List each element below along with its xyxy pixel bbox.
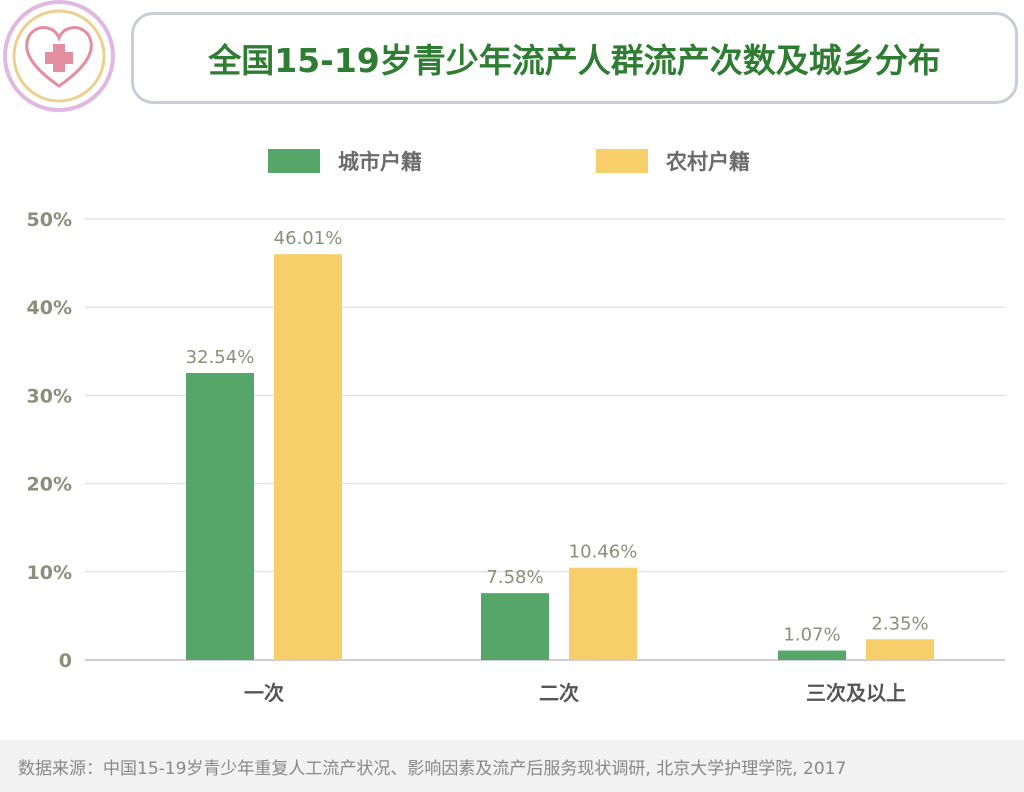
- bar-rural: [569, 567, 637, 660]
- x-tick-label: 三次及以上: [806, 681, 906, 705]
- bar-rural: [274, 254, 342, 660]
- bar-urban: [778, 650, 846, 660]
- source-text: 数据来源：中国15-19岁青少年重复人工流产状况、影响因素及流产后服务现状调研,…: [18, 759, 847, 779]
- y-tick-label: 30%: [27, 385, 72, 407]
- legend-item-rural: 农村户籍: [596, 146, 750, 176]
- bar-rural: [866, 639, 934, 660]
- legend-swatch-rural: [596, 149, 648, 173]
- legend-swatch-urban: [268, 149, 320, 173]
- title-box: 全国15-19岁青少年流产人群流产次数及城乡分布: [131, 12, 1018, 104]
- legend-label-urban: 城市户籍: [338, 150, 422, 174]
- data-label: 7.58%: [486, 567, 543, 588]
- bar-urban: [186, 372, 254, 660]
- data-label: 10.46%: [569, 542, 638, 563]
- data-label: 46.01%: [274, 228, 343, 249]
- y-tick-label: 10%: [27, 562, 72, 584]
- page-title: 全国15-19岁青少年流产人群流产次数及城乡分布: [208, 41, 941, 80]
- bar-chart: 0 10% 20% 30% 40% 50% 32.54% 46.01% 一次 7.58% 10.46…: [27, 209, 1005, 705]
- x-tick-label: 二次: [539, 681, 579, 705]
- y-tick-label: 0: [59, 650, 72, 672]
- heart-cross-icon: [3, 0, 115, 112]
- data-label: 1.07%: [783, 625, 840, 646]
- legend-item-urban: 城市户籍: [268, 146, 422, 176]
- data-label: 32.54%: [186, 347, 255, 368]
- y-tick-label: 40%: [27, 297, 72, 319]
- bar-urban: [481, 593, 549, 660]
- source-footer: 数据来源：中国15-19岁青少年重复人工流产状况、影响因素及流产后服务现状调研,…: [0, 740, 1024, 792]
- x-tick-label: 一次: [244, 681, 284, 705]
- y-tick-label: 20%: [27, 474, 72, 496]
- legend-label-rural: 农村户籍: [666, 150, 750, 174]
- y-tick-label: 50%: [27, 209, 72, 231]
- data-label: 2.35%: [871, 613, 928, 634]
